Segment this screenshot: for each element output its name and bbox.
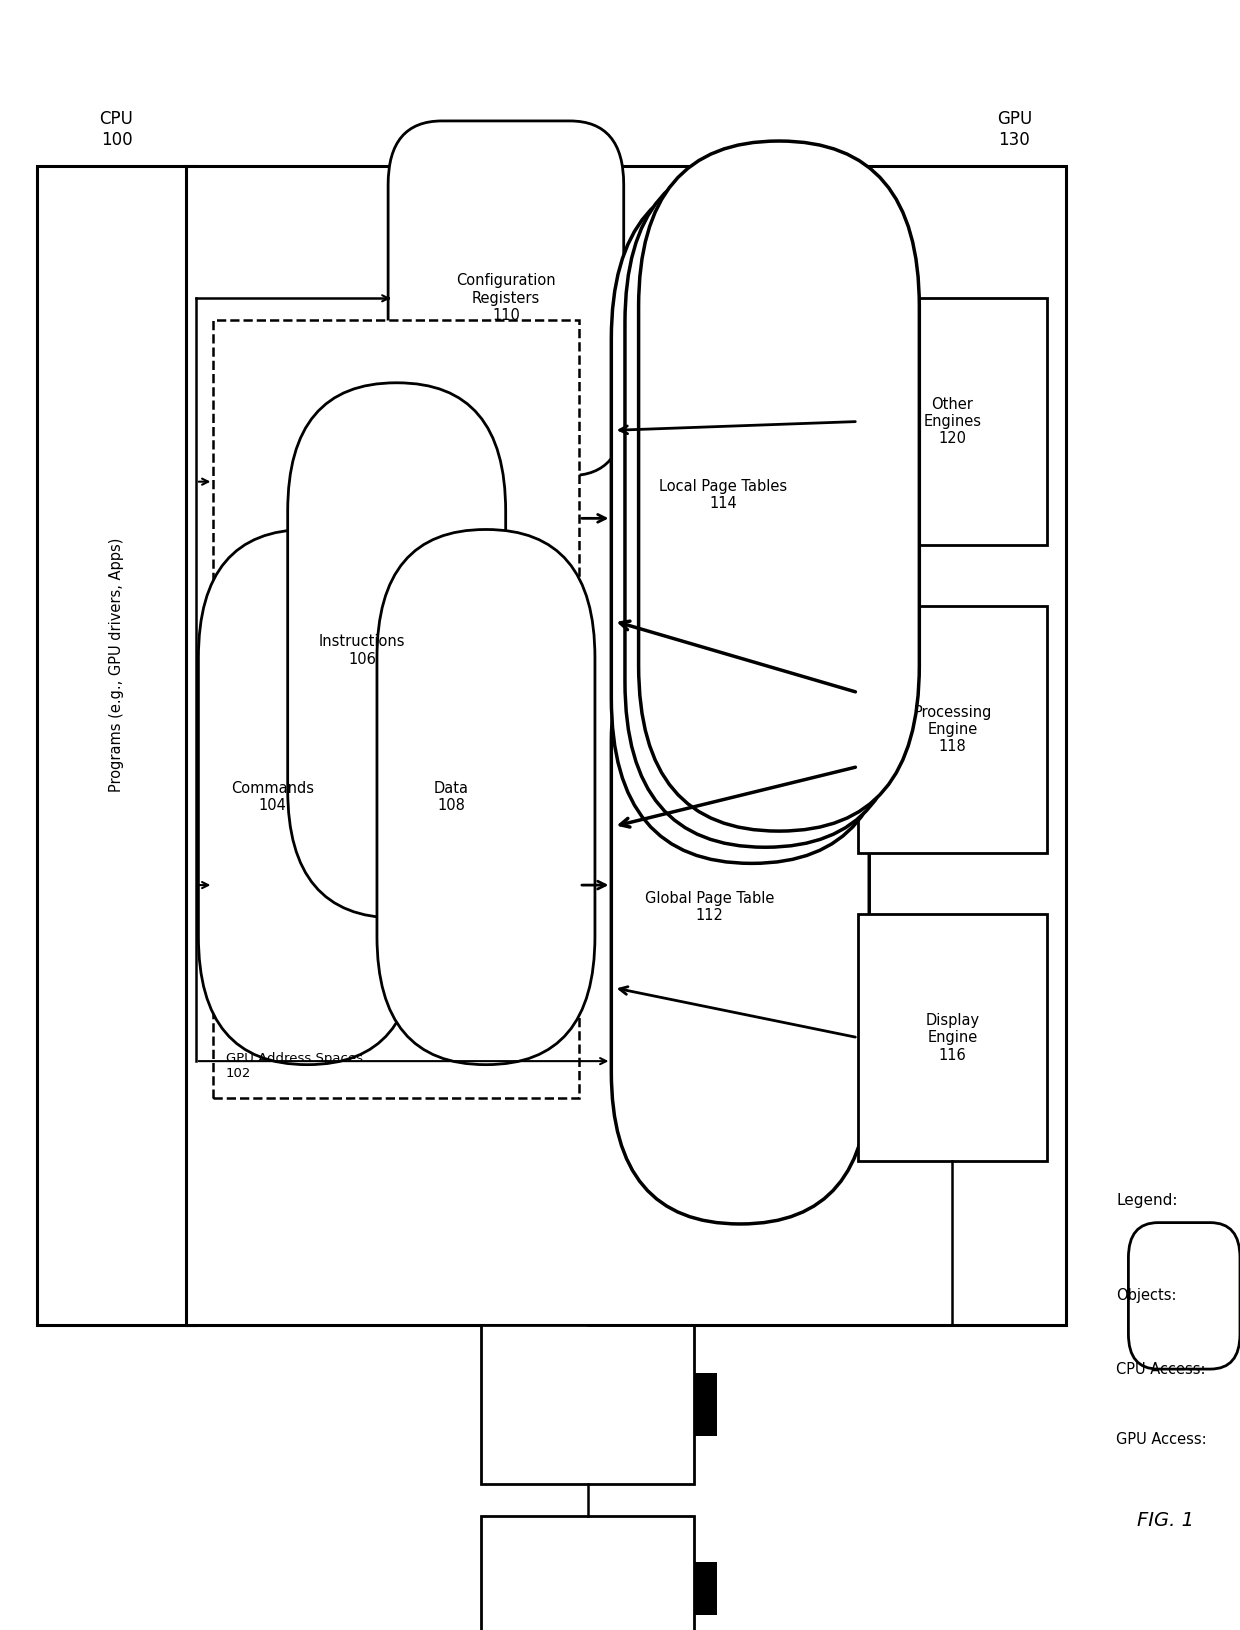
FancyBboxPatch shape: [198, 530, 417, 1064]
Bar: [694, 1372, 717, 1436]
Text: CPU Access:: CPU Access:: [1116, 1361, 1205, 1377]
Text: Legend:: Legend:: [1116, 1193, 1178, 1208]
Text: Programs (e.g., GPU drivers, Apps): Programs (e.g., GPU drivers, Apps): [109, 538, 124, 792]
Bar: [858, 606, 1047, 852]
Bar: [213, 319, 579, 1099]
Bar: [37, 166, 196, 1325]
FancyBboxPatch shape: [639, 142, 919, 831]
Bar: [481, 1325, 694, 1483]
Text: Display
Engine
116: Display Engine 116: [925, 1012, 980, 1063]
Text: Other
Engines
120: Other Engines 120: [924, 396, 981, 447]
FancyBboxPatch shape: [377, 530, 595, 1064]
FancyBboxPatch shape: [625, 156, 905, 848]
Text: Local Page Tables
114: Local Page Tables 114: [658, 479, 787, 512]
Bar: [858, 914, 1047, 1161]
Bar: [858, 298, 1047, 544]
Text: Processing
Engine
118: Processing Engine 118: [913, 704, 992, 755]
Text: GPU
130: GPU 130: [997, 111, 1032, 148]
Text: Data
108: Data 108: [434, 781, 469, 813]
FancyBboxPatch shape: [1128, 1222, 1240, 1369]
Text: Global Page Table
112: Global Page Table 112: [645, 892, 774, 923]
Bar: [481, 1516, 694, 1630]
Bar: [694, 1562, 717, 1615]
FancyBboxPatch shape: [288, 383, 506, 918]
Bar: [186, 166, 1066, 1325]
Text: Commands
104: Commands 104: [232, 781, 314, 813]
Text: GPU Address Spaces
102: GPU Address Spaces 102: [226, 1053, 362, 1081]
Text: FIG. 1: FIG. 1: [1137, 1511, 1194, 1531]
FancyBboxPatch shape: [611, 173, 892, 864]
Text: CPU
100: CPU 100: [99, 111, 134, 148]
Text: Objects:: Objects:: [1116, 1288, 1177, 1304]
FancyBboxPatch shape: [388, 121, 624, 476]
Text: GPU Access:: GPU Access:: [1116, 1433, 1207, 1447]
FancyBboxPatch shape: [611, 590, 869, 1224]
Text: Configuration
Registers
110: Configuration Registers 110: [456, 274, 556, 323]
Text: Instructions
106: Instructions 106: [319, 634, 405, 667]
